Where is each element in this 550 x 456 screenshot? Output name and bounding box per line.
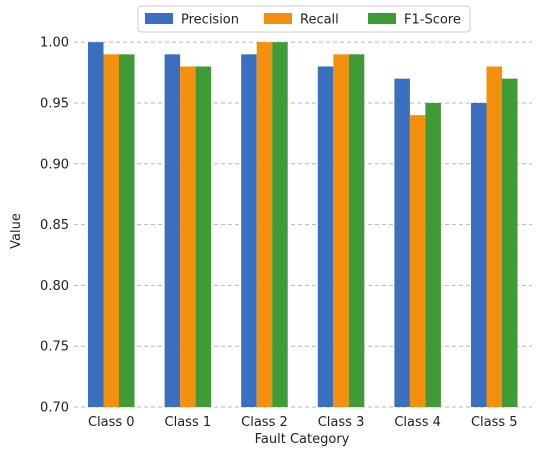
bar-f1-score-class-1 [195, 66, 212, 407]
y-tick-label: 0.80 [40, 279, 69, 294]
x-tick-label: Class 1 [165, 415, 212, 430]
y-tick-label: 0.85 [40, 218, 69, 233]
y-tick-label: 0.70 [40, 401, 69, 416]
legend-swatch [368, 13, 396, 24]
y-tick-label: 0.95 [40, 96, 69, 111]
bar-precision-class-5 [471, 102, 487, 407]
bar-precision-class-3 [317, 66, 334, 407]
y-tick-label: 0.75 [40, 340, 69, 355]
bar-recall-class-5 [486, 66, 502, 407]
legend-label: Precision [181, 13, 239, 28]
legend-swatch [145, 13, 173, 24]
x-tick-label: Class 4 [394, 415, 441, 430]
bars [88, 42, 518, 408]
legend-box [137, 5, 471, 33]
bar-precision-class-4 [394, 78, 410, 407]
legend: Precision Recall F1-Score [137, 5, 471, 33]
bar-recall-class-1 [180, 66, 196, 407]
y-tick-label: 1.00 [40, 36, 69, 51]
x-tick-label: Class 5 [471, 415, 518, 430]
bar-recall-class-3 [333, 54, 349, 408]
x-axis-title: Fault Category [255, 432, 350, 447]
y-tick-label: 0.90 [40, 157, 69, 172]
bar-f1-score-class-2 [272, 42, 288, 408]
bar-recall-class-4 [409, 115, 426, 408]
x-axis-ticks: Class 0 Class 1 Class 2 Class 3 Class 4 Class… [88, 415, 518, 430]
bar-f1-score-class-5 [502, 78, 518, 407]
legend-swatch [264, 13, 292, 24]
bar-precision-class-2 [241, 54, 257, 408]
legend-label: Recall [300, 13, 339, 28]
bar-f1-score-class-3 [348, 54, 365, 408]
x-tick-label: Class 0 [88, 415, 135, 430]
legend-label: F1-Score [404, 13, 461, 28]
grid-lines [74, 41, 532, 408]
y-axis-ticks: 0.70 0.75 0.80 0.85 0.90 0.95 1.00 [40, 36, 69, 416]
bar-f1-score-class-0 [119, 54, 135, 408]
bar-precision-class-0 [88, 42, 104, 408]
bar-recall-class-0 [103, 54, 119, 408]
y-axis-title: Value [9, 213, 24, 249]
x-tick-label: Class 2 [241, 415, 288, 430]
bar-precision-class-1 [164, 54, 181, 408]
x-tick-label: Class 3 [318, 415, 365, 430]
bar-f1-score-class-4 [425, 102, 441, 407]
bar-recall-class-2 [256, 42, 273, 408]
